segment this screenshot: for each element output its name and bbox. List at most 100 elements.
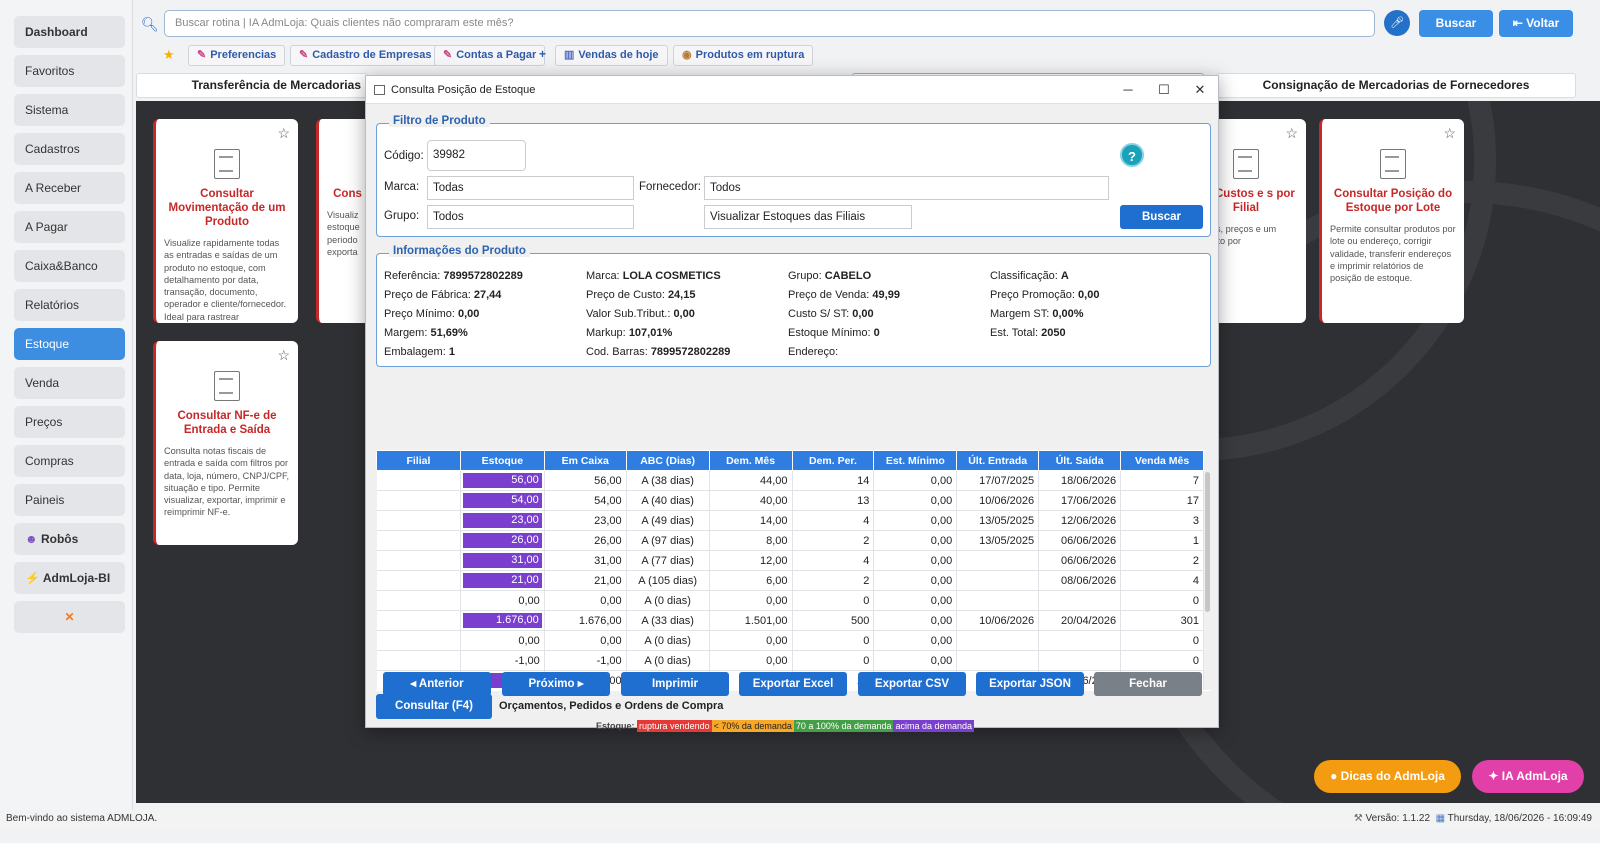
tab-transferencia[interactable]: Transferência de Mercadorias — [136, 73, 368, 98]
close-button[interactable]: ✕ — [1194, 82, 1206, 97]
stock-table[interactable]: Filial Estoque Em Caixa ABC (Dias) Dem. Mês D… — [376, 450, 1204, 690]
codigo-input[interactable]: 39982 — [427, 140, 526, 171]
sidebar-item-a-receber[interactable]: A Receber — [14, 172, 125, 204]
card-nfe[interactable]: ☆ Consultar NF-e de Entrada e Saída Cons… — [153, 341, 298, 545]
column-header[interactable]: Últ. Saída — [1038, 450, 1122, 471]
sidebar-item-precos[interactable]: Preços — [14, 406, 125, 438]
info-label: Preço de Custo: — [586, 289, 665, 301]
sidebar-item-admloja-bi[interactable]: ⚡ AdmLoja-BI — [14, 562, 125, 594]
tips-button[interactable]: ● Dicas do AdmLoja — [1314, 760, 1461, 793]
sidebar-item-dashboard[interactable]: Dashboard — [14, 16, 125, 48]
card-posicao-lote[interactable]: ☆ Consultar Posição do Estoque por Lote … — [1319, 119, 1464, 323]
previous-button[interactable]: ◂ Anterior — [383, 672, 491, 696]
next-button[interactable]: Próximo ▸ — [502, 672, 610, 696]
ai-button[interactable]: ✦ IA AdmLoja — [1472, 760, 1584, 793]
table-row[interactable]: -1,00 -1,00 A (0 dias) 0,00 0 0,00 0 — [376, 650, 1204, 671]
column-header[interactable]: Dem. Per. — [791, 450, 875, 471]
column-header[interactable]: Estoque — [459, 450, 545, 471]
shortcut-produtos-ruptura[interactable]: ◉ Produtos em ruptura — [673, 45, 814, 66]
star-outline-icon[interactable]: ☆ — [277, 125, 290, 141]
column-header[interactable]: Dem. Mês — [708, 450, 793, 471]
export-json-button[interactable]: Exportar JSON — [976, 672, 1084, 696]
consultar-button[interactable]: Consultar (F4) — [376, 694, 492, 719]
table-scrollbar[interactable] — [1204, 450, 1211, 690]
sidebar-item-favoritos[interactable]: Favoritos — [14, 55, 125, 87]
shortcut-vendas-hoje[interactable]: ▥ Vendas de hoje — [555, 45, 668, 66]
info-label: Preço Promoção: — [990, 289, 1075, 301]
column-header[interactable]: Filial — [376, 450, 461, 471]
info-label: Grupo: — [788, 270, 822, 282]
minimize-button[interactable]: ─ — [1123, 82, 1133, 97]
column-header[interactable]: Est. Mínimo — [873, 450, 958, 471]
sidebar-item-relatorios[interactable]: Relatórios — [14, 289, 125, 321]
star-outline-icon[interactable]: ☆ — [1443, 125, 1456, 141]
sidebar-item-robos[interactable]: ☻ Robôs — [14, 523, 125, 555]
close-dialog-button[interactable]: Fechar — [1094, 672, 1202, 696]
table-cell: A (38 dias) — [626, 470, 710, 491]
filter-legend: Filtro de Produto — [389, 115, 490, 127]
export-excel-button[interactable]: Exportar Excel — [739, 672, 847, 696]
shortcut-preferencias[interactable]: ✎ Preferencias — [188, 45, 286, 66]
table-row[interactable]: 0,00 0,00 A (0 dias) 0,00 0 0,00 0 — [376, 630, 1204, 651]
info-value: 1 — [448, 346, 455, 358]
info-label: Classificação: — [990, 270, 1058, 282]
back-button[interactable]: ⇤ Voltar — [1499, 10, 1573, 37]
add-shortcut-icon[interactable]: + — [539, 47, 547, 61]
sidebar-item-sistema[interactable]: Sistema — [14, 94, 125, 126]
fornecedor-input[interactable]: Todos — [704, 176, 1109, 200]
sidebar-item-compras[interactable]: Compras — [14, 445, 125, 477]
visualizar-estoques-dropdown[interactable]: Visualizar Estoques das Filiais — [704, 205, 912, 229]
column-header[interactable]: ABC (Dias) — [625, 450, 710, 471]
shortcut-contas-pagar[interactable]: ✎ Contas a Pagar — [434, 45, 546, 66]
table-row[interactable]: 26,00 26,00 A (97 dias) 8,00 2 0,00 13/05/2025… — [376, 530, 1204, 551]
sidebar-item-a-pagar[interactable]: A Pagar — [14, 211, 125, 243]
sidebar-item-cadastros[interactable]: Cadastros — [14, 133, 125, 165]
table-cell: 21,00 — [544, 570, 627, 591]
table-cell: 13 — [792, 490, 875, 511]
table-cell: 56,00 — [544, 470, 627, 491]
star-icon[interactable]: ★ — [163, 47, 175, 62]
table-row[interactable]: 1.676,00 1.676,00 A (33 dias) 1.501,00 500 0,… — [376, 610, 1204, 631]
back-label: Voltar — [1526, 16, 1560, 30]
shortcut-cadastro-empresas[interactable]: ✎ Cadastro de Empresas — [290, 45, 441, 66]
table-row[interactable]: 54,00 54,00 A (40 dias) 40,00 13 0,00 10/06/20… — [376, 490, 1204, 511]
sidebar-item-paineis[interactable]: Paineis — [14, 484, 125, 516]
sidebar-item-caixa-banco[interactable]: Caixa&Banco — [14, 250, 125, 282]
table-row[interactable]: 23,00 23,00 A (49 dias) 14,00 4 0,00 13/05/202… — [376, 510, 1204, 531]
marca-input[interactable]: Todas — [427, 176, 634, 200]
column-header[interactable]: Últ. Entrada — [956, 450, 1040, 471]
table-cell: 0,00 — [709, 630, 793, 651]
tab-consignacao[interactable]: Consignação de Mercadorias de Fornecedor… — [1216, 73, 1576, 98]
print-button[interactable]: Imprimir — [621, 672, 729, 696]
table-cell: 0,00 — [460, 590, 545, 611]
table-cell: 8,00 — [709, 530, 793, 551]
info-label: Preço de Venda: — [788, 289, 870, 301]
column-header[interactable]: Em Caixa — [543, 450, 627, 471]
info-field: Grupo: CABELO — [788, 270, 871, 282]
maximize-button[interactable]: ☐ — [1158, 82, 1170, 97]
buscar-button[interactable]: Buscar — [1120, 205, 1203, 229]
microphone-button[interactable]: 🎤︎ — [1384, 10, 1410, 36]
table-row[interactable]: 31,00 31,00 A (77 dias) 12,00 4 0,00 06/06/202… — [376, 550, 1204, 571]
sidebar-item-venda[interactable]: Venda — [14, 367, 125, 399]
table-row[interactable]: 56,00 56,00 A (38 dias) 44,00 14 0,00 17/07/20… — [376, 470, 1204, 491]
sidebar-item-estoque[interactable]: Estoque — [14, 328, 125, 360]
export-csv-button[interactable]: Exportar CSV — [858, 672, 966, 696]
star-outline-icon[interactable]: ☆ — [277, 347, 290, 363]
table-cell: 13/05/2025 — [956, 510, 1040, 531]
card-movimentacao[interactable]: ☆ Consultar Movimentação de um Produto V… — [153, 119, 298, 323]
help-icon[interactable]: ? — [1120, 143, 1144, 167]
scrollbar-thumb[interactable] — [1205, 472, 1210, 612]
column-header[interactable]: Venda Mês — [1120, 450, 1204, 471]
table-row[interactable]: 21,00 21,00 A (105 dias) 6,00 2 0,00 08/06/202… — [376, 570, 1204, 591]
stock-level-bar: 31,00 — [462, 553, 542, 568]
table-row[interactable]: 0,00 0,00 A (0 dias) 0,00 0 0,00 0 — [376, 590, 1204, 611]
table-cell: 0,00 — [873, 470, 958, 491]
star-outline-icon[interactable]: ☆ — [1285, 125, 1298, 141]
search-input[interactable]: Buscar rotina | IA AdmLoja: Quais client… — [164, 10, 1375, 37]
search-button[interactable]: Buscar — [1419, 10, 1493, 37]
grupo-input[interactable]: Todos — [427, 205, 634, 229]
table-cell: 500 — [792, 610, 875, 631]
info-label: Referência: — [384, 270, 441, 282]
collapse-sidebar-button[interactable]: ✕ — [14, 601, 125, 633]
